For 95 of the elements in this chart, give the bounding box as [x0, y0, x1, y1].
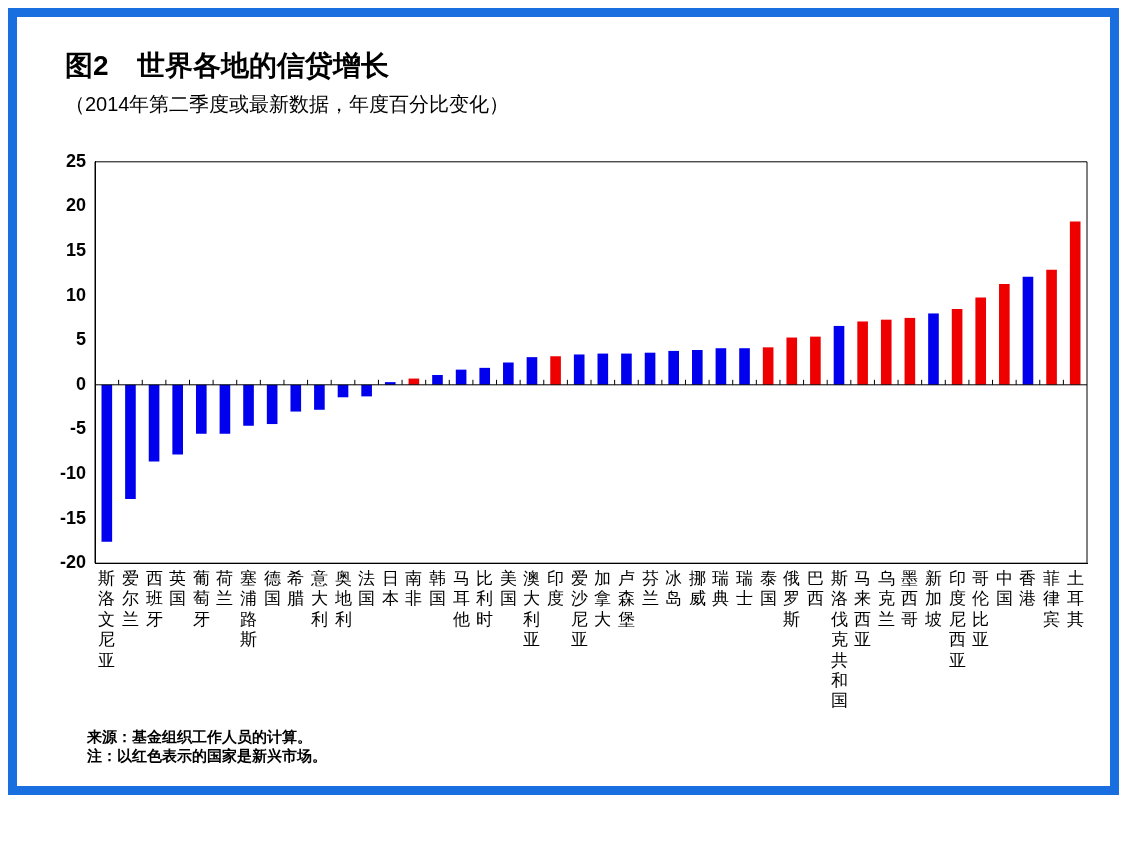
bar [479, 367, 491, 385]
x-tick-label: 德国 [263, 569, 281, 609]
x-tick-label: 香港 [1019, 569, 1037, 609]
bar [125, 384, 136, 499]
y-tick-label: -20 [60, 552, 87, 573]
bar [739, 348, 750, 385]
x-tick-label: 荷兰 [216, 569, 234, 609]
bar [691, 350, 703, 385]
bar [432, 374, 443, 385]
x-tick-label: 斯洛文尼亚 [98, 569, 116, 670]
x-tick-label: 马耳他 [452, 569, 470, 629]
bar [550, 356, 561, 385]
bar [621, 353, 632, 385]
bar [1022, 276, 1034, 385]
bar [1069, 221, 1081, 385]
bar [219, 384, 231, 434]
x-tick-label: 哥伦比亚 [972, 569, 990, 650]
bar [597, 353, 609, 385]
x-tick-label: 塞浦路斯 [240, 569, 258, 650]
x-tick-label: 菲律宾 [1043, 569, 1061, 629]
y-tick-label: 5 [76, 329, 87, 350]
bar [786, 337, 798, 385]
y-tick-label: -10 [60, 462, 87, 483]
bar [172, 384, 183, 455]
bar [857, 321, 868, 385]
x-tick-label: 印度尼西亚 [948, 569, 966, 670]
bar [195, 384, 207, 434]
x-tick-label: 美国 [499, 569, 517, 609]
x-tick-label: 马来西亚 [854, 569, 872, 650]
chart-title: 图2 世界各地的信贷增长 [65, 49, 390, 83]
bar [1046, 269, 1057, 385]
bar [361, 384, 372, 397]
bar [148, 384, 160, 462]
bar [715, 348, 727, 385]
x-tick-label: 意大利 [309, 569, 328, 629]
y-tick-label: 15 [65, 239, 87, 260]
x-tick-label: 冰岛 [665, 569, 683, 609]
x-tick-label: 葡萄牙 [192, 569, 210, 629]
x-tick-label: 比利时 [476, 569, 494, 629]
y-tick-label: 20 [65, 195, 87, 216]
bar [337, 384, 349, 398]
x-tick-label: 加拿大 [594, 569, 612, 629]
bar [644, 352, 656, 385]
x-tick-label: 芬兰 [641, 569, 659, 609]
x-tick-label: 瑞士 [736, 569, 754, 609]
y-tick-label: 0 [76, 373, 87, 394]
x-tick-label: 巴西 [806, 569, 824, 609]
x-tick-label: 泰国 [759, 569, 777, 609]
bar [904, 317, 916, 385]
x-tick-label: 南非 [405, 569, 423, 609]
bar [762, 347, 774, 385]
bar [266, 384, 278, 425]
bar [101, 384, 113, 542]
bar [951, 308, 963, 385]
chart-subtitle: （2014年第二季度或最新数据，年度百分比变化） [65, 92, 511, 117]
bar [314, 384, 325, 410]
y-tick-label: 10 [65, 284, 87, 305]
y-tick-label: 25 [65, 150, 87, 171]
y-tick-label: -5 [70, 418, 87, 439]
x-tick-label: 奥地利 [333, 569, 352, 629]
bar [503, 362, 514, 385]
y-tick-label: -15 [60, 507, 87, 528]
bar [526, 357, 538, 385]
x-tick-label: 西班牙 [145, 569, 163, 629]
x-tick-label: 俄罗斯 [783, 569, 801, 629]
x-tick-label: 英国 [169, 569, 187, 609]
x-tick-label: 中国 [995, 569, 1013, 609]
x-tick-label: 希腊 [287, 569, 305, 609]
x-tick-label: 澳大利亚 [523, 569, 541, 650]
x-tick-label: 挪威 [688, 569, 706, 609]
x-tick-label: 墨西哥 [901, 569, 919, 629]
x-tick-label: 韩国 [428, 569, 446, 609]
text: 注：以红色表示的国家是新兴市场。 [87, 747, 328, 766]
x-tick-label: 土耳其 [1066, 569, 1084, 629]
x-tick-label: 印度 [547, 569, 565, 609]
x-tick-label: 日本 [381, 569, 399, 609]
bar [880, 319, 892, 385]
source-note: 来源：基金组织工作人员的计算。 [87, 728, 313, 747]
bar [810, 336, 821, 385]
x-tick-label: 爱尔兰 [121, 569, 139, 629]
bar [928, 313, 939, 385]
x-tick-label: 斯洛伐克共和国 [830, 569, 848, 711]
x-tick-label: 爱沙尼亚 [570, 569, 588, 650]
x-tick-label: 法国 [358, 569, 376, 609]
bar [243, 384, 254, 426]
bar [975, 297, 987, 385]
x-tick-label: 瑞典 [712, 569, 730, 609]
bar [999, 284, 1010, 385]
bar [573, 354, 585, 385]
x-tick-label: 卢森堡 [617, 569, 635, 629]
bar [833, 325, 845, 385]
x-tick-label: 乌克兰 [877, 569, 895, 629]
bar [290, 384, 302, 412]
x-tick-label: 新加坡 [923, 569, 942, 629]
bar [668, 350, 679, 385]
